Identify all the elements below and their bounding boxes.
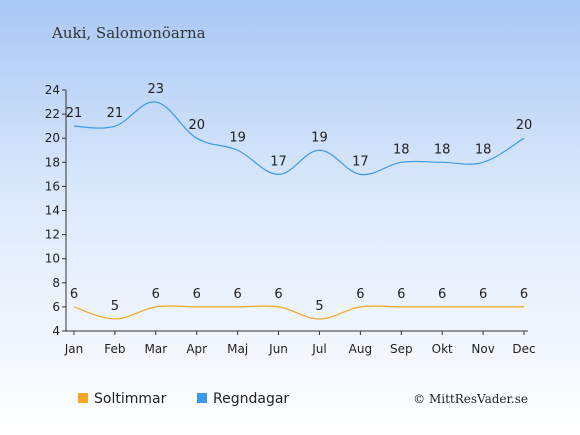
legend-swatch xyxy=(197,393,207,403)
data-label: 20 xyxy=(188,118,205,133)
y-tick-label: 20 xyxy=(45,131,60,145)
series-line-0 xyxy=(73,305,524,320)
x-tick-label: Apr xyxy=(186,342,207,356)
x-tick-label: Feb xyxy=(104,342,125,356)
data-label: 6 xyxy=(479,287,487,302)
x-tick-label: Mar xyxy=(144,342,167,356)
data-label: 6 xyxy=(356,287,364,302)
data-label: 21 xyxy=(107,106,124,121)
x-tick-label: Dec xyxy=(512,342,535,356)
legend-label: Soltimmar xyxy=(94,391,167,407)
data-label: 18 xyxy=(475,142,492,157)
data-label: 5 xyxy=(315,299,323,314)
x-tick-label: Okt xyxy=(432,342,453,356)
data-label: 17 xyxy=(352,154,369,169)
credit-text: © MittResVader.se xyxy=(413,392,528,406)
data-label: 6 xyxy=(274,287,282,302)
data-label: 6 xyxy=(438,287,446,302)
data-label: 18 xyxy=(434,142,451,157)
y-tick-label: 4 xyxy=(52,324,60,338)
y-tick-label: 22 xyxy=(45,107,60,121)
location-title: Auki, Salomonöarna xyxy=(51,24,206,42)
y-tick-label: 6 xyxy=(52,300,60,314)
data-label: 6 xyxy=(397,287,405,302)
x-tick-label: Jul xyxy=(311,342,326,356)
y-tick-label: 8 xyxy=(52,276,60,290)
y-tick-label: 18 xyxy=(45,155,60,169)
data-label: 19 xyxy=(229,130,246,145)
data-label: 6 xyxy=(152,287,160,302)
y-tick-label: 24 xyxy=(45,83,60,97)
legend-swatch xyxy=(78,393,88,403)
x-tick-label: Maj xyxy=(227,342,248,356)
data-label: 21 xyxy=(66,106,83,121)
data-label: 6 xyxy=(233,287,241,302)
data-label: 6 xyxy=(520,287,528,302)
data-label: 6 xyxy=(70,287,78,302)
x-tick-label: Sep xyxy=(390,342,413,356)
legend: Soltimmar Regndagar xyxy=(78,391,289,407)
data-labels: 6 5 6 6 6 6 5 6 6 6 6 6 21 21 23 20 19 17 19 17 18 18 18 20 xyxy=(66,82,533,314)
series-layer xyxy=(73,101,525,320)
y-tick-label: 10 xyxy=(45,252,60,266)
x-tick-label: Nov xyxy=(471,342,494,356)
x-tick-label: Aug xyxy=(349,342,372,356)
x-tick-label: Jan xyxy=(64,342,84,356)
legend-label: Regndagar xyxy=(213,391,289,407)
data-label: 20 xyxy=(516,118,533,133)
data-label: 23 xyxy=(148,82,165,97)
data-label: 6 xyxy=(193,287,201,302)
data-label: 18 xyxy=(393,142,410,157)
y-tick-label: 14 xyxy=(45,204,60,218)
data-label: 19 xyxy=(311,130,328,145)
y-tick-label: 12 xyxy=(45,228,60,242)
data-label: 5 xyxy=(111,299,119,314)
x-tick-label: Jun xyxy=(268,342,288,356)
data-label: 17 xyxy=(270,154,287,169)
series-line-1 xyxy=(73,101,525,176)
y-tick-label: 16 xyxy=(45,179,60,193)
